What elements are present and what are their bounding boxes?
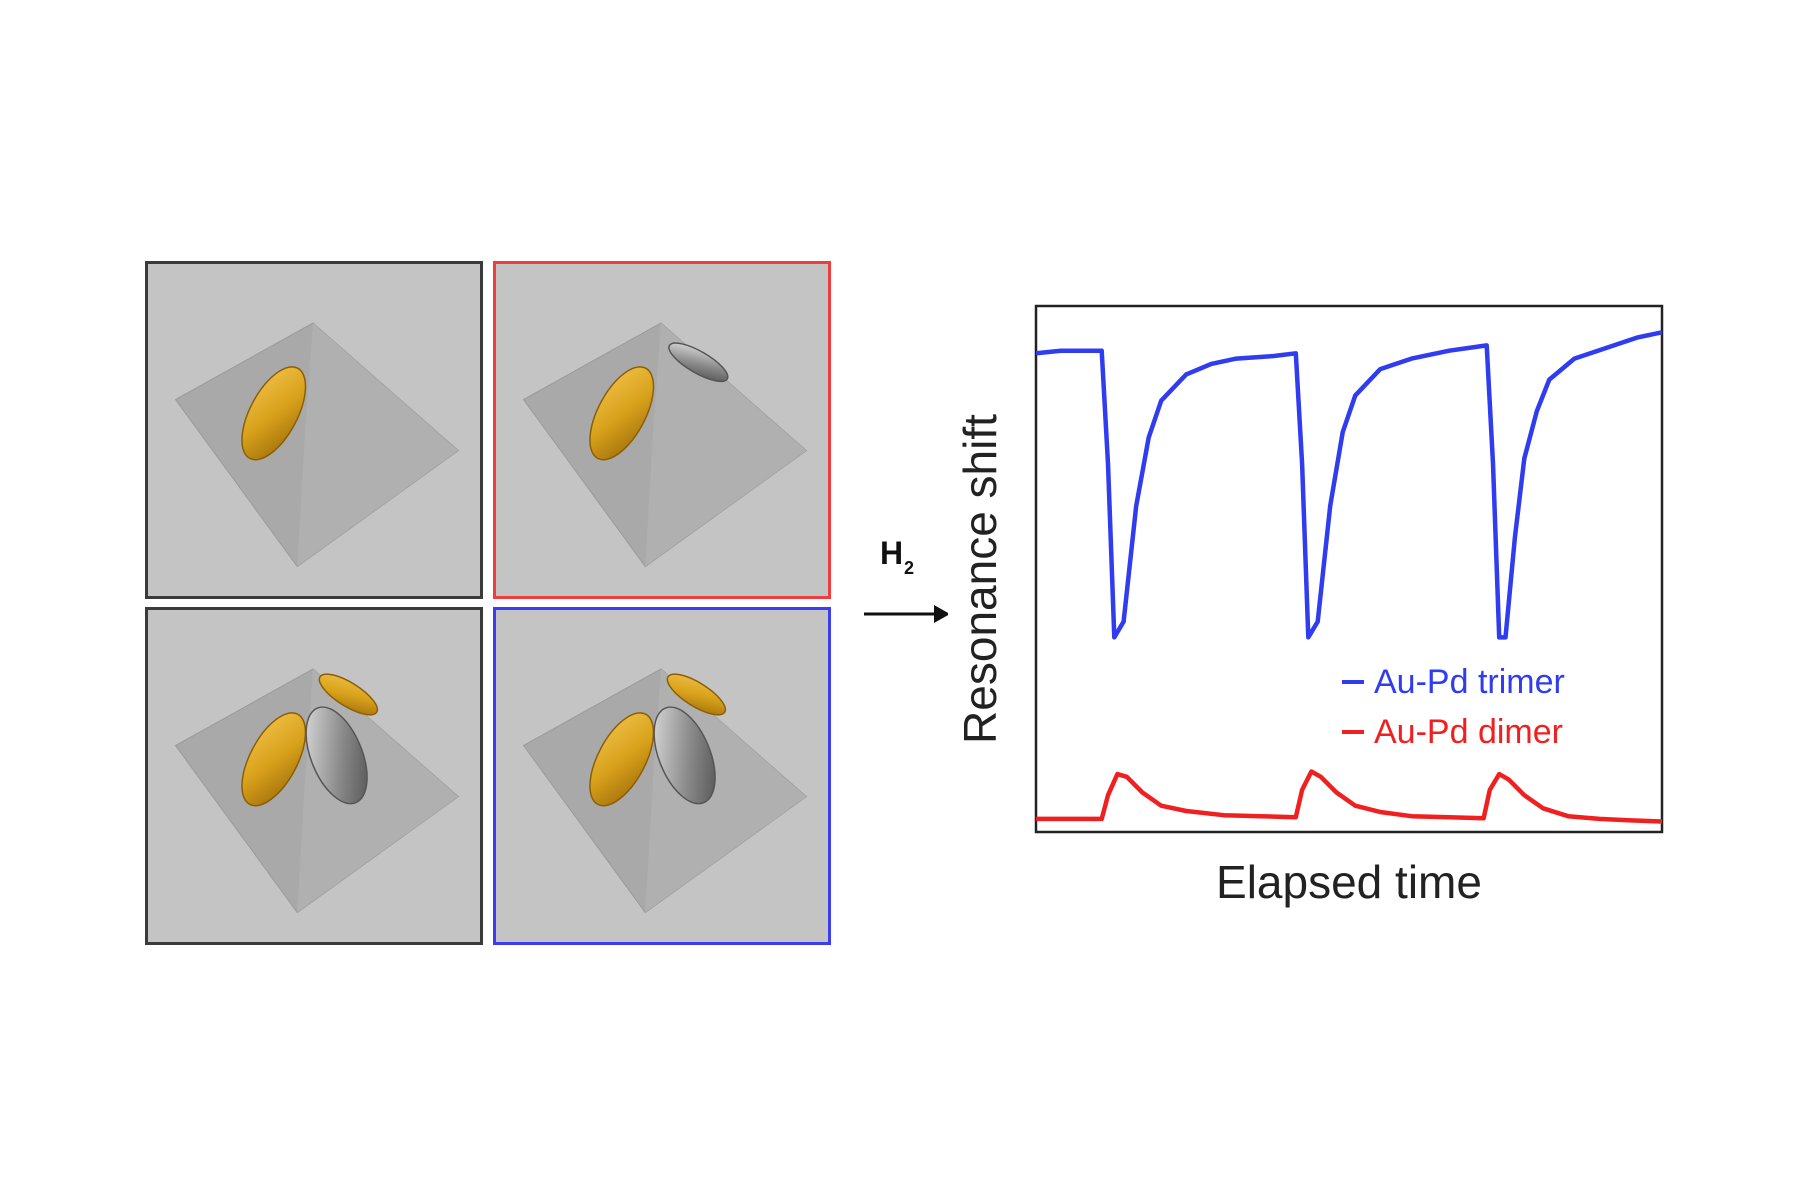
gold-nanorod [589, 366, 655, 461]
arrow-label-subscript: 2 [904, 558, 914, 578]
palladium-nanorod [305, 706, 368, 805]
resonance-shift-chart: Au-Pd trimer Au-Pd dimer Elapsed time Reson… [940, 280, 1680, 940]
gold-nanodisk [666, 673, 727, 716]
gold-nanorod [241, 712, 307, 807]
gold-nanorod [589, 712, 655, 807]
palladium-nanorod [653, 706, 716, 805]
h2-exposure-arrow: H 2 [858, 530, 950, 630]
series-line-au-pd-dimer [1036, 769, 1662, 824]
arrow-label-h: H [880, 535, 903, 571]
substrate-shading [645, 322, 807, 567]
panel-au-pd-au-trimer-reference [145, 607, 483, 945]
panel-au-pd-dimer [493, 261, 831, 599]
panel-gold-monomer [145, 261, 483, 599]
arrow-head [934, 605, 950, 623]
legend-label: Au-Pd dimer [1374, 713, 1563, 751]
nanostructure-schematic-grid [145, 261, 831, 945]
plot-frame [1034, 304, 1664, 834]
x-axis-label: Elapsed time [1216, 856, 1482, 908]
gold-nanorod [241, 366, 307, 461]
substrate-shading [297, 322, 459, 567]
panel-au-pd-trimer [493, 607, 831, 945]
series-line-au-pd-trimer [1036, 330, 1662, 640]
gold-nanodisk [318, 673, 379, 716]
legend-label: Au-Pd trimer [1374, 663, 1565, 701]
y-axis-label: Resonance shift [954, 414, 1006, 744]
palladium-nanodisk [668, 342, 729, 383]
